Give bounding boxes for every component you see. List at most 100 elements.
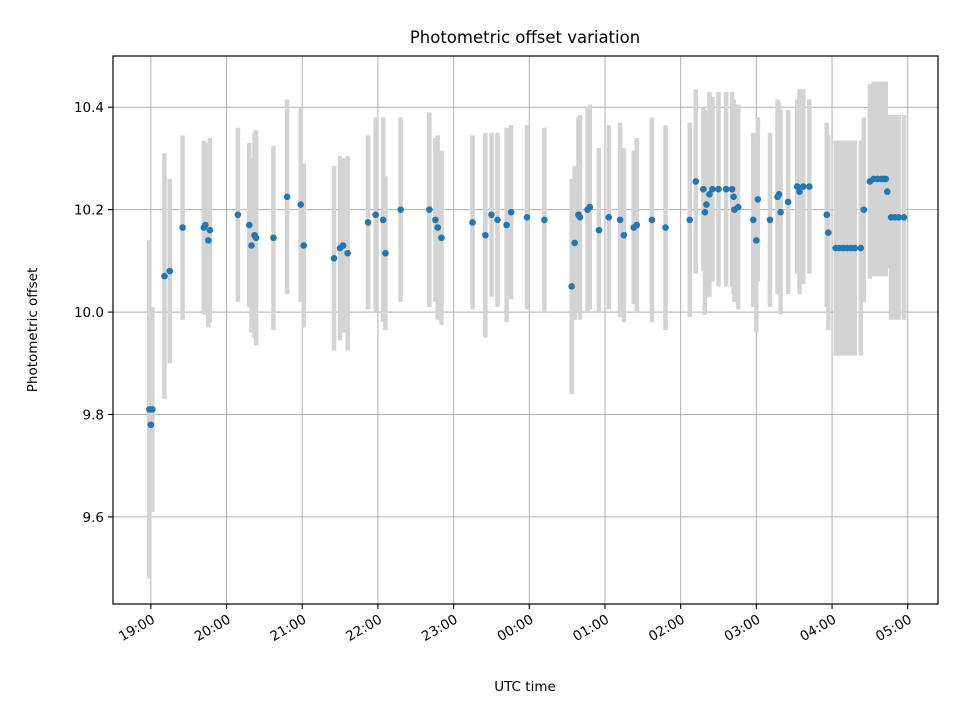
data-point: [857, 244, 865, 252]
data-point: [205, 237, 212, 244]
data-point: [541, 216, 548, 224]
x-tick-label: 02:00: [646, 612, 688, 645]
data-point: [300, 242, 308, 249]
data-point: [777, 208, 784, 216]
data-point: [202, 221, 209, 229]
data-point: [700, 185, 707, 193]
x-tick-label: 01:00: [570, 612, 612, 645]
data-point: [793, 183, 801, 190]
x-tick-label: 05:00: [873, 612, 915, 645]
data-points: [146, 175, 908, 429]
data-point: [799, 183, 807, 190]
data-point: [149, 406, 156, 413]
data-point: [379, 216, 387, 224]
y-axis-label: Photometric offset: [25, 268, 41, 392]
data-point: [147, 421, 155, 429]
data-point: [469, 219, 476, 226]
plot-frame: [112, 55, 939, 605]
data-point: [283, 193, 291, 201]
data-point: [754, 196, 762, 203]
y-tick-label: 9.6: [83, 510, 104, 526]
data-point: [784, 198, 792, 206]
data-point: [339, 242, 347, 249]
data-point: [851, 244, 859, 252]
data-point: [270, 234, 277, 242]
data-point: [734, 203, 742, 211]
error-bars: [147, 81, 907, 579]
data-point: [895, 214, 902, 221]
data-point: [432, 216, 439, 224]
data-point: [620, 231, 628, 239]
data-point: [750, 216, 757, 224]
data-point: [824, 229, 832, 236]
data-point: [252, 234, 260, 242]
data-point: [709, 185, 716, 193]
y-tick-label: 10.2: [74, 203, 104, 219]
data-point: [715, 185, 722, 193]
data-point: [701, 208, 709, 216]
data-point: [206, 226, 214, 234]
data-point: [595, 226, 603, 234]
data-point: [571, 239, 578, 247]
data-point: [438, 234, 445, 242]
x-tick-label: 00:00: [495, 612, 537, 645]
data-point: [823, 211, 831, 219]
data-point: [503, 221, 510, 229]
data-point: [662, 224, 669, 231]
data-point: [605, 214, 613, 221]
data-point: [179, 224, 186, 231]
data-point: [297, 201, 305, 208]
data-point: [860, 206, 868, 213]
data-point: [900, 214, 908, 221]
data-point: [883, 188, 891, 196]
data-point: [245, 221, 253, 229]
data-point: [730, 193, 737, 201]
data-point: [364, 219, 372, 226]
x-grid: [150, 56, 909, 604]
data-point: [234, 211, 242, 219]
data-point: [633, 221, 641, 229]
y-axis-ticks: 9.6 9.8 10.0 10.2 10.4: [74, 100, 113, 526]
x-tick-label: 19:00: [116, 612, 158, 645]
data-point: [686, 216, 694, 224]
data-point: [706, 190, 713, 198]
x-tick-label: 03:00: [722, 612, 764, 645]
data-point: [806, 183, 813, 190]
data-point: [648, 216, 656, 224]
data-point: [382, 249, 389, 257]
data-point: [482, 231, 489, 239]
x-axis-label: UTC time: [494, 679, 556, 695]
data-point: [248, 242, 255, 249]
y-tick-label: 10.4: [74, 100, 104, 116]
x-tick-label: 04:00: [797, 612, 839, 645]
data-point: [576, 214, 584, 221]
data-point: [616, 216, 624, 224]
data-point: [344, 249, 351, 257]
data-point: [426, 206, 433, 213]
data-point: [330, 254, 338, 262]
x-axis-ticks: 19:00 20:00 21:00 22:00 23:00 00:00 01:00 02:00…: [116, 604, 915, 645]
data-point: [722, 185, 730, 193]
data-point: [166, 267, 174, 275]
x-tick-label: 23:00: [419, 612, 461, 645]
data-point: [161, 272, 168, 280]
data-point: [692, 178, 700, 185]
data-point: [568, 283, 575, 290]
y-tick-label: 10.0: [74, 305, 104, 321]
data-point: [507, 208, 515, 216]
data-point: [753, 237, 760, 244]
data-point: [766, 216, 774, 224]
data-point: [523, 214, 531, 221]
data-point: [728, 185, 736, 193]
data-point: [434, 224, 442, 231]
data-point: [494, 216, 501, 224]
x-tick-label: 22:00: [343, 612, 385, 645]
data-point: [372, 211, 379, 219]
data-point: [703, 201, 710, 208]
data-point: [796, 188, 803, 196]
chart-title: Photometric offset variation: [410, 28, 640, 47]
data-point: [882, 175, 890, 183]
data-point: [586, 203, 594, 211]
data-point: [488, 211, 495, 219]
